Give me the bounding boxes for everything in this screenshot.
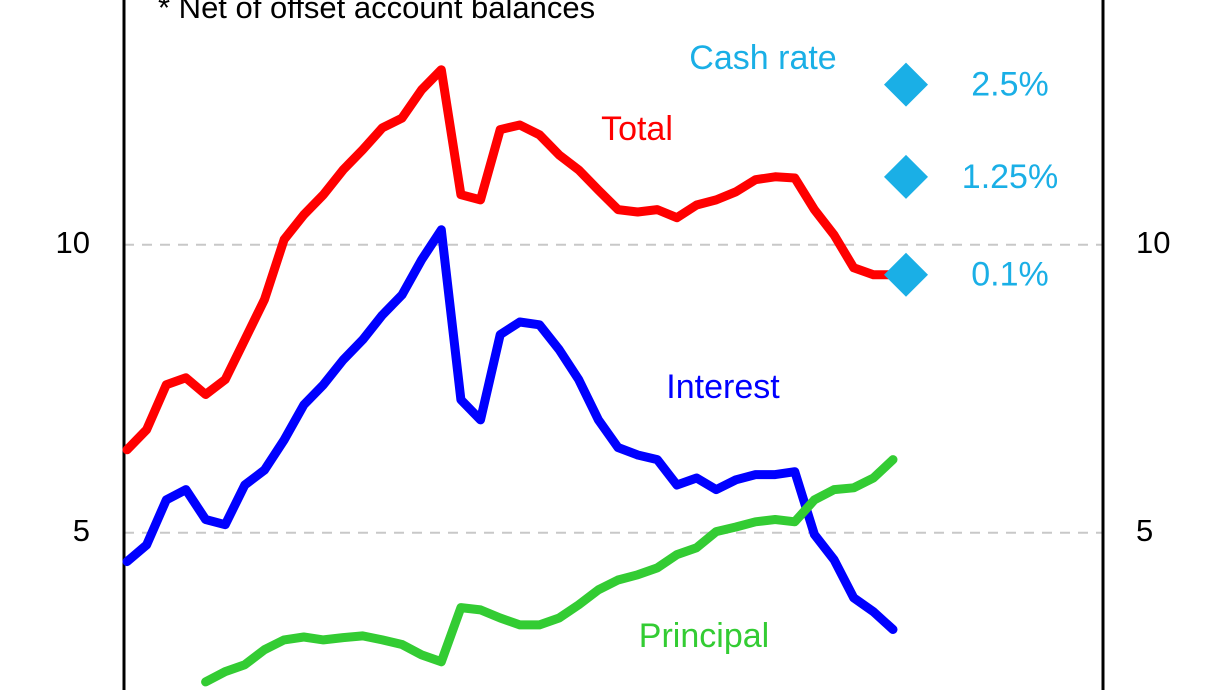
series-label: Total (601, 110, 673, 148)
series-label: Principal (639, 617, 769, 655)
y-tick-label: 10 (56, 225, 90, 260)
y-tick-label: 5 (73, 513, 90, 548)
scenario-label: 2.5% (971, 66, 1049, 104)
scenario-marker (884, 62, 928, 107)
series-line (122, 65, 898, 455)
series-line (122, 225, 898, 634)
y2-tick-label: 5 (1136, 513, 1153, 548)
footnote: * Net of offset account balances (158, 0, 595, 25)
y2-tick-label: 10 (1136, 225, 1170, 260)
scenario-label: 0.1% (971, 256, 1049, 294)
scenario-marker (884, 154, 928, 199)
scenario-label: 1.25% (962, 158, 1058, 196)
series-label: Interest (666, 368, 780, 406)
series-line (201, 455, 898, 687)
scenario-title: Cash rate (689, 39, 836, 77)
scenario-marker (884, 252, 928, 297)
